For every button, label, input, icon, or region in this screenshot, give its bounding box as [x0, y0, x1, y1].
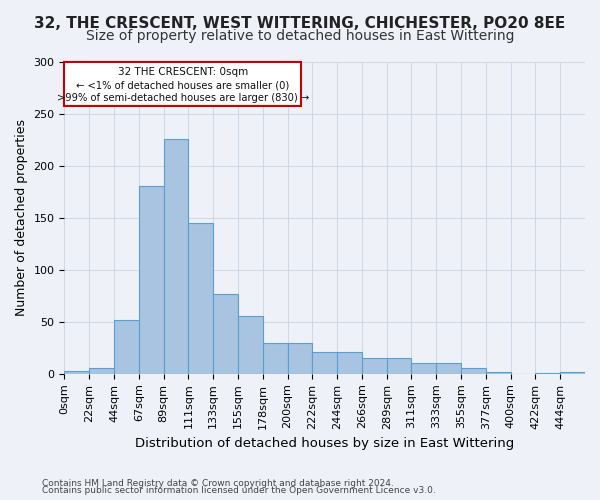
Bar [287, 342, 313, 374]
Bar [486, 372, 511, 374]
Text: ← <1% of detached houses are smaller (0): ← <1% of detached houses are smaller (0) [76, 80, 289, 90]
Bar [560, 372, 585, 374]
Bar [238, 316, 263, 374]
Text: >99% of semi-detached houses are larger (830) →: >99% of semi-detached houses are larger … [56, 92, 309, 102]
Bar [535, 373, 560, 374]
X-axis label: Distribution of detached houses by size in East Wittering: Distribution of detached houses by size … [135, 437, 514, 450]
Bar [337, 352, 362, 374]
Y-axis label: Number of detached properties: Number of detached properties [15, 119, 28, 316]
Bar [263, 342, 287, 374]
Bar [64, 370, 89, 374]
FancyBboxPatch shape [64, 62, 301, 106]
Bar [213, 294, 238, 374]
Bar [412, 364, 436, 374]
Text: 32, THE CRESCENT, WEST WITTERING, CHICHESTER, PO20 8EE: 32, THE CRESCENT, WEST WITTERING, CHICHE… [34, 16, 566, 31]
Bar [362, 358, 386, 374]
Bar [114, 320, 139, 374]
Bar [188, 223, 213, 374]
Bar [139, 186, 164, 374]
Bar [461, 368, 486, 374]
Bar [164, 138, 188, 374]
Bar [89, 368, 114, 374]
Bar [386, 358, 412, 374]
Text: Contains public sector information licensed under the Open Government Licence v3: Contains public sector information licen… [42, 486, 436, 495]
Text: Size of property relative to detached houses in East Wittering: Size of property relative to detached ho… [86, 29, 514, 43]
Bar [313, 352, 337, 374]
Text: Contains HM Land Registry data © Crown copyright and database right 2024.: Contains HM Land Registry data © Crown c… [42, 478, 394, 488]
Bar [436, 364, 461, 374]
Text: 32 THE CRESCENT: 0sqm: 32 THE CRESCENT: 0sqm [118, 66, 248, 76]
